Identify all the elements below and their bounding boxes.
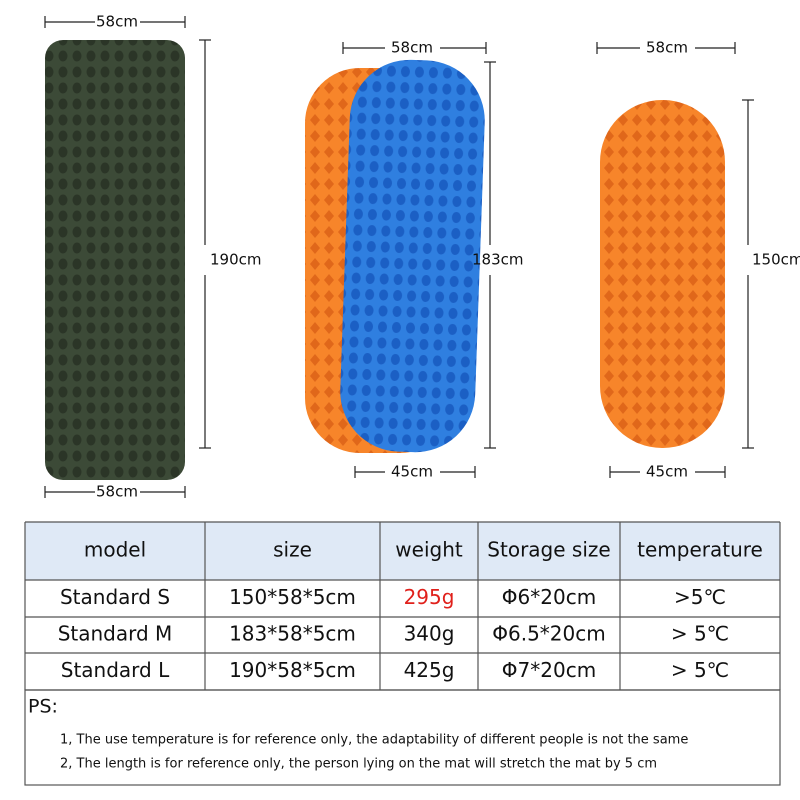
dimension-label: 58cm	[96, 13, 138, 31]
dimension-label: 58cm	[391, 39, 433, 57]
table-cell: >5℃	[674, 585, 726, 609]
table-cell: Standard S	[60, 585, 170, 609]
table-cell: Standard M	[58, 622, 173, 646]
table-cell: Φ7*20cm	[502, 658, 596, 682]
dimension-label: 150cm	[752, 251, 800, 269]
dimension-lines	[44, 16, 754, 498]
table-cell: 295g	[404, 585, 455, 609]
table-cell: Φ6.5*20cm	[492, 622, 605, 646]
dimension-label: 45cm	[646, 463, 688, 481]
table-cell: > 5℃	[671, 658, 729, 682]
table-header: Storage size	[487, 538, 610, 562]
notes-box	[24, 689, 781, 786]
table-header: temperature	[637, 538, 763, 562]
notes-title: PS:	[28, 696, 58, 718]
table-header: model	[84, 538, 146, 562]
mat-small	[600, 100, 725, 448]
table-cell: 340g	[404, 622, 455, 646]
table-cell: 425g	[404, 658, 455, 682]
dimension-label: 183cm	[472, 251, 524, 269]
table-header: size	[273, 538, 312, 562]
table-cell: Standard L	[61, 658, 170, 682]
table-cell: 150*58*5cm	[229, 585, 356, 609]
mat-medium-front	[340, 59, 485, 453]
spec-table: model size weight Storage size temperature St…	[24, 521, 781, 691]
note: 2, The length is for reference only, the…	[60, 757, 657, 772]
table-cell: 183*58*5cm	[229, 622, 356, 646]
mat-large	[45, 40, 185, 480]
dimension-label: 45cm	[391, 463, 433, 481]
dimension-label: 190cm	[210, 251, 262, 269]
table-header-bg	[25, 522, 780, 580]
dimension-label: 58cm	[646, 39, 688, 57]
table-cell: > 5℃	[671, 622, 729, 646]
table-header: weight	[395, 538, 463, 562]
table-cell: Φ6*20cm	[502, 585, 596, 609]
note: 1, The use temperature is for reference …	[60, 733, 688, 748]
dimension-label: 58cm	[96, 483, 138, 501]
table-cell: 190*58*5cm	[229, 658, 356, 682]
